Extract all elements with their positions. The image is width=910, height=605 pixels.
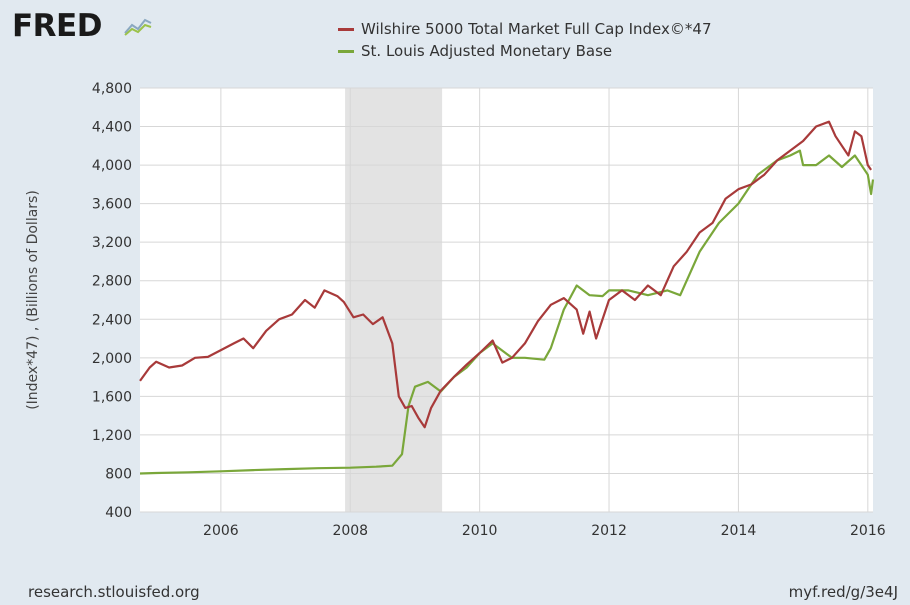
y-tick-label: 4,400 [92,120,132,136]
legend: Wilshire 5000 Total Market Full Cap Inde… [338,18,712,62]
y-tick-label: 4,000 [92,158,132,174]
plot-area [140,88,873,512]
x-tick-label: 2008 [332,523,368,539]
footer-source[interactable]: research.stlouisfed.org [28,583,200,601]
x-tick-label: 2006 [203,523,239,539]
legend-item-series-2[interactable]: St. Louis Adjusted Monetary Base [338,40,712,62]
y-tick-label: 800 [105,466,132,482]
legend-swatch-series-2 [338,49,354,53]
legend-item-series-1[interactable]: Wilshire 5000 Total Market Full Cap Inde… [338,18,712,40]
y-tick-label: 400 [105,505,132,521]
x-tick-label: 2012 [591,523,627,539]
footer-short-url[interactable]: myf.red/g/3e4J [788,583,898,601]
line-chart: 400 800 1,200 1,600 2,000 2,400 2,800 3,200 3,60… [25,81,886,539]
y-tick-label: 3,600 [92,197,132,213]
y-tick-label: 2,000 [92,351,132,367]
legend-label-series-2: St. Louis Adjusted Monetary Base [361,42,613,60]
legend-label-series-1: Wilshire 5000 Total Market Full Cap Inde… [361,20,712,38]
legend-swatch-series-1 [338,27,354,31]
x-tick-label: 2010 [462,523,498,539]
y-tick-label: 3,200 [92,235,132,251]
x-tick-label: 2014 [721,523,757,539]
recession-band-1 [345,88,443,512]
y-tick-label: 2,400 [92,312,132,328]
fred-logo[interactable]: FRED [12,8,102,44]
y-axis-label: (Index*47) , (Billions of Dollars) [25,190,41,410]
y-tick-label: 4,800 [92,81,132,97]
y-tick-label: 2,800 [92,274,132,290]
y-tick-label: 1,200 [92,428,132,444]
y-tick-label: 1,600 [92,389,132,405]
series-line-2 [139,149,875,475]
x-tick-label: 2016 [850,523,886,539]
line-chart-icon [124,18,152,36]
series-line-1 [139,120,873,429]
